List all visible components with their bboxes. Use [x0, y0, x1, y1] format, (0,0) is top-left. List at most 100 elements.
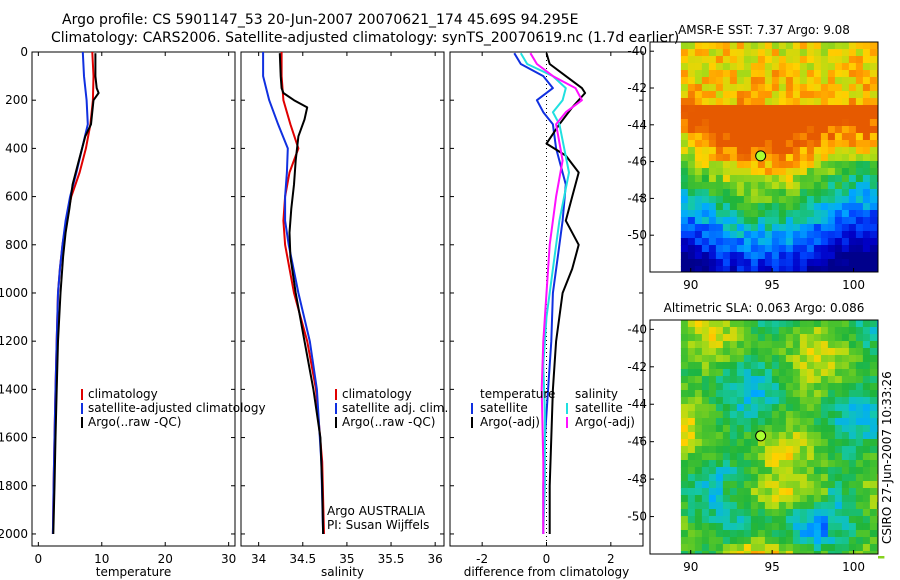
heatmap-cell [862, 341, 871, 349]
heatmap-cell [743, 334, 752, 342]
heatmap-cell [778, 140, 787, 148]
heatmap-cell [708, 320, 717, 328]
heatmap-cell [792, 341, 801, 349]
heatmap-cell [785, 119, 794, 127]
heatmap-cell [729, 245, 738, 253]
heatmap-cell [820, 147, 829, 155]
heatmap-cell [855, 362, 864, 370]
heatmap-cell [757, 439, 766, 447]
heatmap-cell [813, 544, 822, 552]
heatmap-cell [715, 147, 724, 155]
heatmap-cell [743, 126, 752, 134]
heatmap-cell [694, 147, 703, 155]
heatmap-cell [687, 105, 696, 113]
heatmap-cell [834, 488, 843, 496]
heatmap-cell [869, 467, 878, 475]
heatmap-cell [778, 327, 787, 335]
heatmap-cell [715, 196, 724, 204]
heatmap-cell [820, 238, 829, 246]
heatmap-cell [708, 182, 717, 190]
heatmap-cell [771, 404, 780, 412]
heatmap-cell [708, 495, 717, 503]
heatmap-cell [680, 453, 689, 461]
heatmap-cell [806, 154, 815, 162]
heatmap-cell [771, 509, 780, 517]
y-tick-label: 0 [20, 45, 28, 59]
heatmap-cell [862, 84, 871, 92]
heatmap-cell [743, 495, 752, 503]
x-tick-label: 100 [842, 278, 865, 292]
heatmap-cell [848, 133, 857, 141]
heatmap-cell [869, 481, 878, 489]
heatmap-cell [736, 355, 745, 363]
heatmap-cell [792, 224, 801, 232]
heatmap-cell [827, 210, 836, 218]
heatmap-cell [757, 238, 766, 246]
heatmap-cell [750, 474, 759, 482]
y-tick-label: 1200 [0, 334, 28, 348]
heatmap-cell [757, 189, 766, 197]
heatmap-cell [757, 369, 766, 377]
heatmap-cell [813, 425, 822, 433]
heatmap-cell [785, 112, 794, 120]
heatmap-cell [785, 460, 794, 468]
heatmap-cell [701, 63, 710, 71]
heatmap-cell [785, 327, 794, 335]
heatmap-cell [813, 252, 822, 260]
heatmap-cell [799, 252, 808, 260]
heatmap-cell [722, 70, 731, 78]
heatmap-cell [792, 509, 801, 517]
heatmap-cell [869, 119, 878, 127]
heatmap-cell [785, 245, 794, 253]
heatmap-cell [771, 224, 780, 232]
heatmap-cell [757, 245, 766, 253]
heatmap-cell [778, 425, 787, 433]
heatmap-cell [820, 161, 829, 169]
heatmap-cell [855, 84, 864, 92]
heatmap-cell [785, 404, 794, 412]
heatmap-cell [799, 231, 808, 239]
heatmap-cell [848, 105, 857, 113]
heatmap-cell [729, 327, 738, 335]
heatmap-cell [680, 168, 689, 176]
heatmap-cell [715, 341, 724, 349]
heatmap-cell [708, 390, 717, 398]
heatmap-cell [680, 544, 689, 552]
heatmap-cell [799, 196, 808, 204]
heatmap-cell [708, 369, 717, 377]
heatmap-cell [764, 70, 773, 78]
heatmap-cell [701, 453, 710, 461]
heatmap-cell [729, 495, 738, 503]
heatmap-cell [841, 119, 850, 127]
heatmap-cell [778, 70, 787, 78]
heatmap-cell [687, 460, 696, 468]
heatmap-cell [743, 537, 752, 545]
heatmap-cell [764, 544, 773, 552]
heatmap-cell [687, 112, 696, 120]
legend-label: Argo(-adj) [575, 415, 635, 429]
heatmap-cell [757, 355, 766, 363]
heatmap-cell [680, 369, 689, 377]
heatmap-cell [841, 481, 850, 489]
heatmap-cell [757, 119, 766, 127]
heatmap-cell [771, 418, 780, 426]
heatmap-cell [855, 42, 864, 50]
heatmap-cell [841, 523, 850, 531]
y-tick-label: -42 [627, 360, 647, 374]
heatmap-cell [708, 147, 717, 155]
heatmap-cell [813, 516, 822, 524]
heatmap-cell [834, 537, 843, 545]
heatmap-cell [848, 98, 857, 106]
heatmap-cell [820, 168, 829, 176]
heatmap-cell [743, 425, 752, 433]
heatmap-cell [715, 126, 724, 134]
heatmap-cell [862, 161, 871, 169]
heatmap-cell [785, 362, 794, 370]
heatmap-cell [848, 252, 857, 260]
heatmap-cell [855, 217, 864, 225]
heatmap-cell [729, 376, 738, 384]
heatmap-cell [792, 70, 801, 78]
heatmap-cell [694, 182, 703, 190]
heatmap-cell [792, 362, 801, 370]
